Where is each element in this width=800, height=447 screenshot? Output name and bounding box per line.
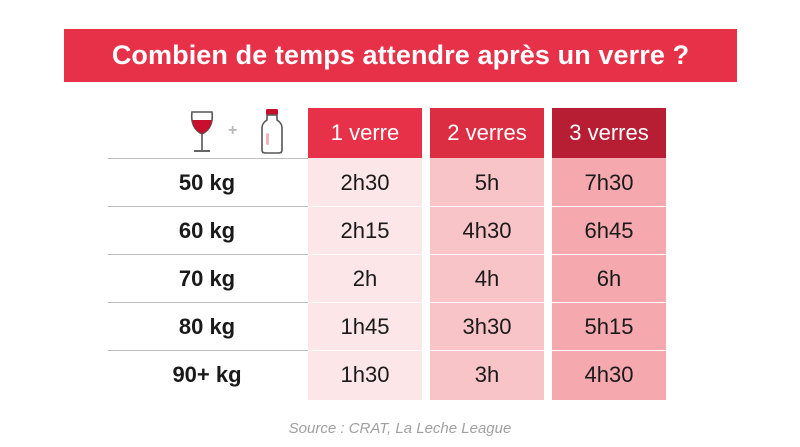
header-col-3-label: 3 verres — [569, 120, 649, 145]
table-cell: 2h15 — [340, 218, 390, 243]
header-col-2-label: 2 verres — [447, 120, 527, 145]
cell-separator — [552, 302, 666, 303]
table-cell: 1h30 — [340, 362, 390, 387]
cell-separator — [552, 350, 666, 351]
header-col-3: 3 verres — [552, 108, 666, 158]
row-separator — [108, 158, 308, 159]
table-cell: 6h — [596, 266, 622, 291]
page-title: Combien de temps attendre après un verre… — [111, 40, 690, 70]
table-cell: 1h45 — [340, 314, 390, 339]
table-cell: 2h — [352, 266, 378, 291]
wine-glass-icon — [190, 111, 214, 152]
column-bg-2 — [430, 158, 544, 400]
row-separator — [108, 350, 308, 351]
source-note: Source : CRAT, La Leche League — [288, 420, 512, 437]
table-cell: 2h30 — [340, 170, 390, 195]
column-bg-1 — [308, 158, 422, 400]
cell-separator — [308, 254, 422, 255]
header-col-1: 1 verre — [308, 108, 422, 158]
row-separator — [108, 206, 308, 207]
header-col-1-label: 1 verre — [330, 120, 400, 145]
row-label: 70 kg — [178, 266, 236, 291]
cell-separator — [430, 254, 544, 255]
column-bg-3 — [552, 158, 666, 400]
cell-separator — [308, 350, 422, 351]
cell-separator — [552, 206, 666, 207]
cell-separator — [308, 206, 422, 207]
milk-bottle-icon — [261, 109, 283, 154]
table-cell: 4h30 — [462, 218, 512, 243]
cell-separator — [430, 302, 544, 303]
row-separator — [108, 254, 308, 255]
plus-sign: + — [228, 122, 238, 139]
table-cell: 7h30 — [584, 170, 634, 195]
table-cell: 6h45 — [584, 218, 634, 243]
row-label: 90+ kg — [172, 362, 242, 387]
header-col-2: 2 verres — [430, 108, 544, 158]
row-separator — [108, 398, 308, 399]
table-cell: 3h — [474, 362, 500, 387]
table-cell: 5h — [474, 170, 500, 195]
table-cell: 3h30 — [462, 314, 512, 339]
table-cell: 4h30 — [584, 362, 634, 387]
cell-separator — [430, 350, 544, 351]
cell-separator — [552, 254, 666, 255]
table-cell: 4h — [474, 266, 500, 291]
row-label: 50 kg — [178, 170, 236, 195]
row-label: 80 kg — [178, 314, 236, 339]
cell-separator — [430, 206, 544, 207]
row-separator — [108, 302, 308, 303]
table-cell: 5h15 — [584, 314, 634, 339]
cell-separator — [308, 302, 422, 303]
row-label: 60 kg — [178, 218, 236, 243]
header-icons: + — [180, 108, 300, 160]
title-banner: Combien de temps attendre après un verre… — [64, 29, 737, 82]
